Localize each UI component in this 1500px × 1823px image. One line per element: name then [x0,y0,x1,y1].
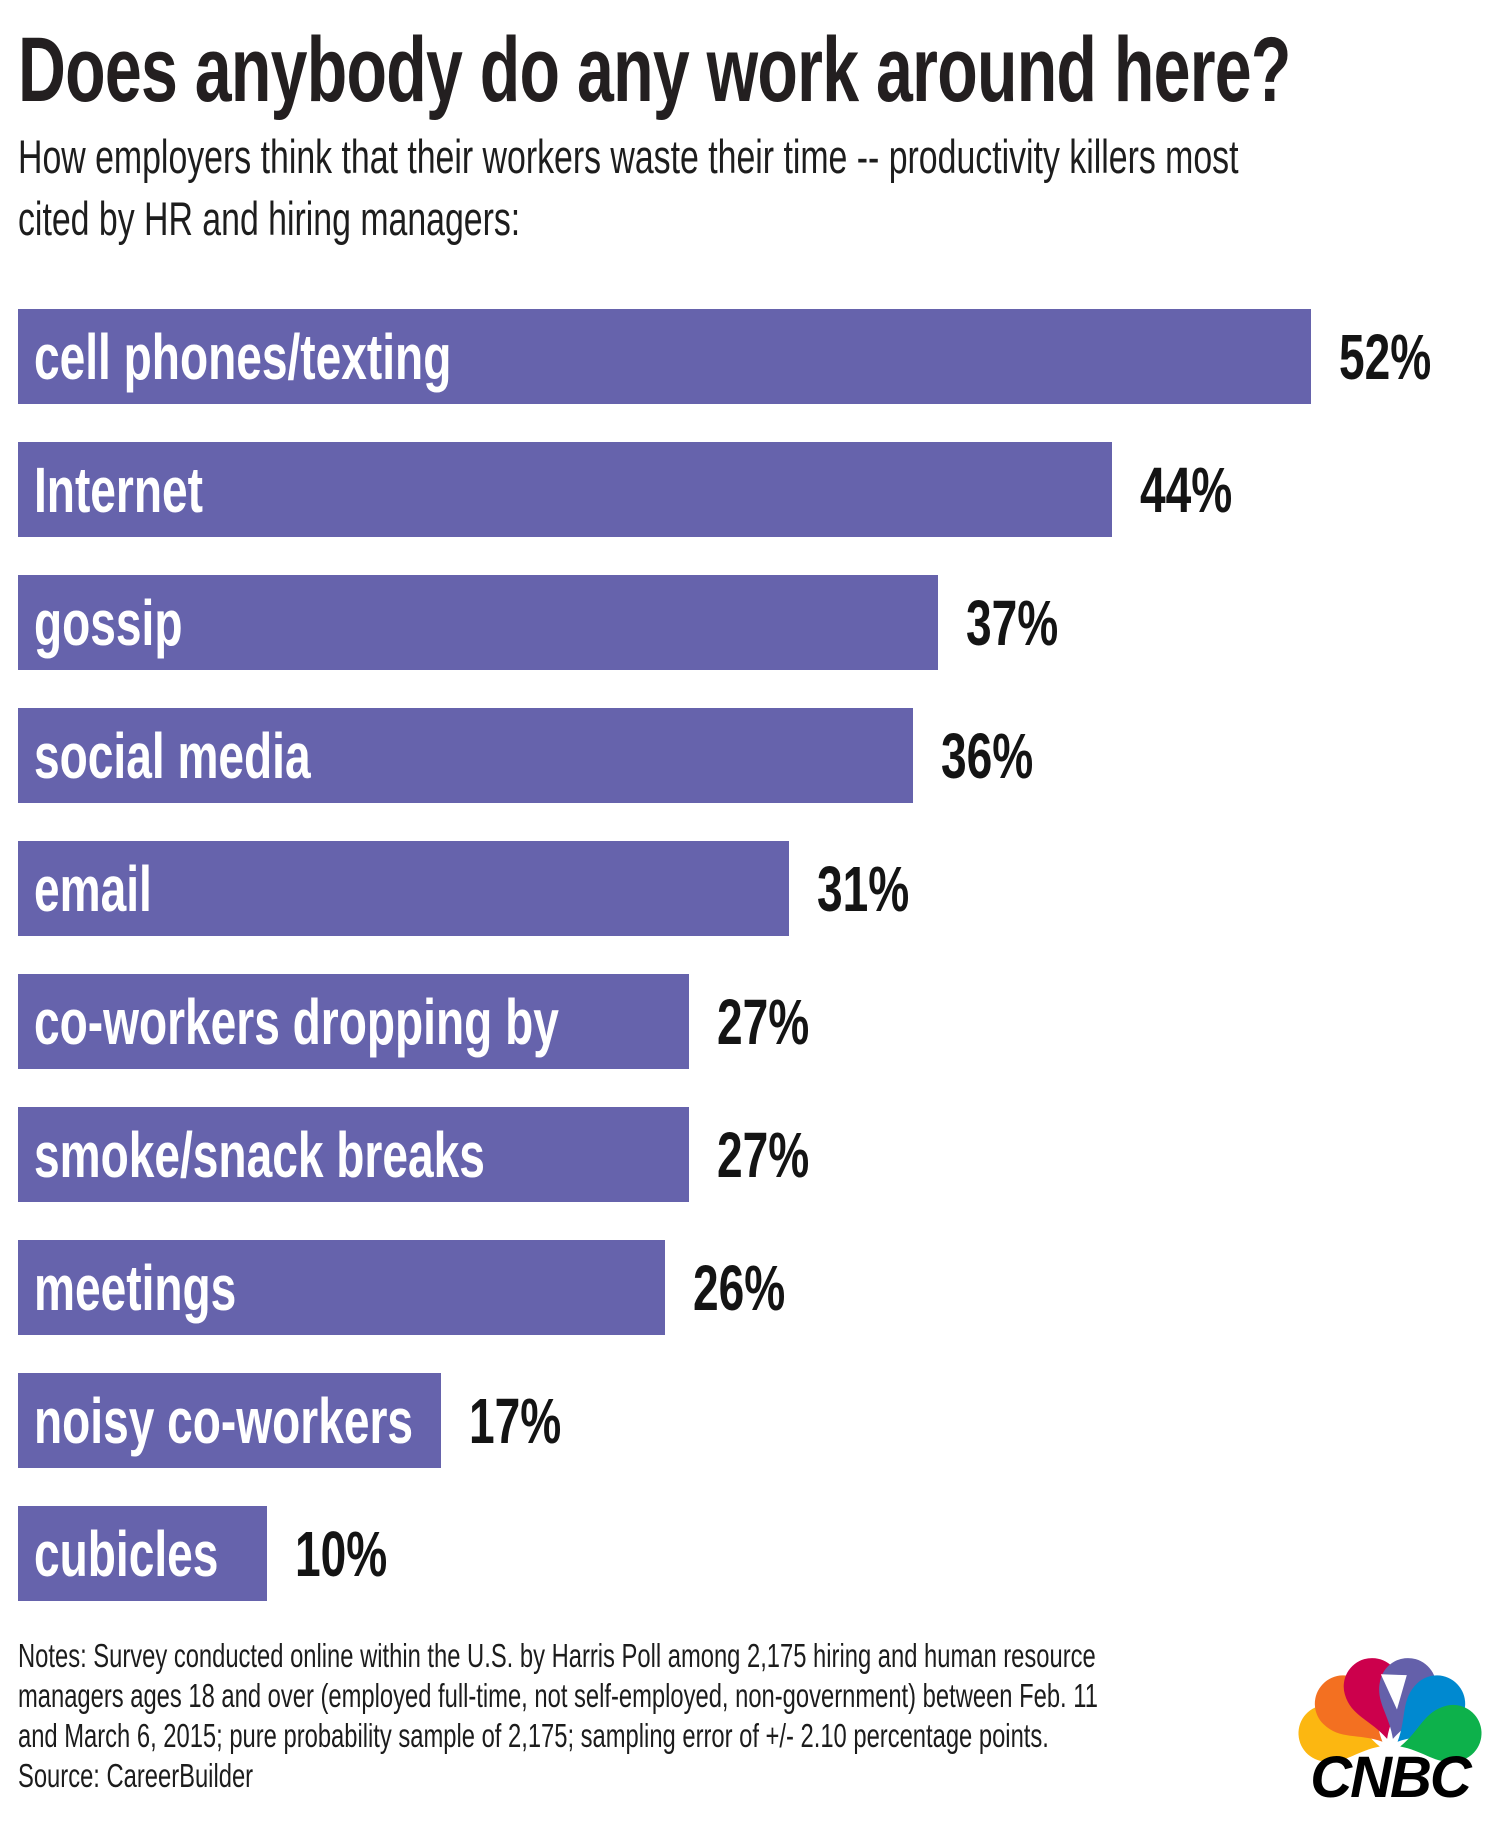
bar-row: email 31% [18,841,1500,936]
bar-value-label-text: 52% [1339,320,1432,393]
bar-value-label: 31% [817,857,945,921]
bar: cell phones/texting [18,309,1311,404]
bar-value-label: 52% [1339,325,1467,389]
bar-row: social media 36% [18,708,1500,803]
bar-value-label: 37% [966,591,1094,655]
bar-category-label: gossip [18,591,240,655]
bar-category-label-text: Internet [34,453,203,526]
bar-category-label: cell phones/texting [18,325,614,389]
peacock-beak-notch [1380,1674,1407,1710]
bar-row: smoke/snack breaks 27% [18,1107,1500,1202]
bar: Internet [18,442,1112,537]
bar-row: Internet 44% [18,442,1500,537]
note-line: managers ages 18 and over (employed full… [18,1676,1500,1716]
source-line: Source: CareerBuilder [18,1756,1500,1796]
note-line-text: Notes: Survey conducted online within th… [18,1637,1096,1674]
page-title: Does anybody do any work around here? [18,24,1500,116]
bar-value-label: 36% [941,724,1069,788]
peacock-icon [1298,1658,1482,1762]
bar-value-label: 26% [693,1256,821,1320]
bar-value-label: 17% [469,1389,597,1453]
bar-category-label: email [18,857,198,921]
bar: noisy co-workers [18,1373,441,1468]
bar-category-label: co-workers dropping by [18,990,763,1054]
note-line-text: and March 6, 2015; pure probability samp… [18,1717,1049,1754]
note-line-text: Source: CareerBuilder [18,1757,254,1794]
bar-category-label-text: email [34,852,152,925]
bar-value-label-text: 27% [717,1118,810,1191]
bar-value-label-text: 37% [966,586,1059,659]
page-subtitle: How employers think that their workers w… [18,126,1500,250]
bar-category-label: noisy co-workers [18,1389,560,1453]
bar-row: meetings 26% [18,1240,1500,1335]
bar: cubicles [18,1506,267,1601]
bar-value-label-text: 31% [817,852,910,925]
bar-value-label: 44% [1140,458,1268,522]
subtitle-line-1: How employers think that their workers w… [18,130,1239,183]
bar-category-label-text: social media [34,719,311,792]
bar-value-label-text: 10% [295,1517,388,1590]
bar-value-label-text: 27% [717,985,810,1058]
bar-value-label-text: 26% [693,1251,786,1324]
note-line: Notes: Survey conducted online within th… [18,1636,1500,1676]
bar: email [18,841,789,936]
bar-category-label-text: meetings [34,1251,237,1324]
bar-value-label-text: 44% [1140,453,1233,526]
bar-value-label: 27% [717,990,845,1054]
bar-chart: cell phones/texting 52% Internet 44% gossip 3… [18,309,1500,1639]
bar-category-label: smoke/snack breaks [18,1123,660,1187]
page-title-text: Does anybody do any work around here? [18,19,1291,121]
bar: gossip [18,575,938,670]
bar-category-label-text: cell phones/texting [34,320,452,393]
bar-row: noisy co-workers 17% [18,1373,1500,1468]
bar-value-label-text: 17% [469,1384,562,1457]
bar-value-label: 27% [717,1123,845,1187]
bar-category-label: Internet [18,458,269,522]
cnbc-logo: CNBC [1298,1658,1482,1805]
bar-value-label-text: 36% [941,719,1034,792]
bar-category-label: social media [18,724,418,788]
subtitle-line-2: cited by HR and hiring managers: [18,192,521,245]
bar-category-label: meetings [18,1256,315,1320]
cnbc-wordmark: CNBC [1310,1745,1473,1805]
bar-row: co-workers dropping by 27% [18,974,1500,1069]
bar-category-label-text: co-workers dropping by [34,985,559,1058]
bar-category-label-text: smoke/snack breaks [34,1118,485,1191]
bar: social media [18,708,913,803]
bar-category-label-text: noisy co-workers [34,1384,414,1457]
note-line: and March 6, 2015; pure probability samp… [18,1716,1500,1756]
peacock-feather [1400,1704,1482,1762]
bar-category-label-text: gossip [34,586,183,659]
bar-category-label: cubicles [18,1522,290,1586]
bar-value-label: 10% [295,1522,423,1586]
bar: co-workers dropping by [18,974,689,1069]
bar-row: cubicles 10% [18,1506,1500,1601]
bar-category-label-text: cubicles [34,1517,219,1590]
notes-block: Notes: Survey conducted online within th… [18,1636,1500,1796]
note-line-text: managers ages 18 and over (employed full… [18,1677,1098,1714]
bar: smoke/snack breaks [18,1107,689,1202]
bar-row: gossip 37% [18,575,1500,670]
bar: meetings [18,1240,665,1335]
bar-row: cell phones/texting 52% [18,309,1500,404]
